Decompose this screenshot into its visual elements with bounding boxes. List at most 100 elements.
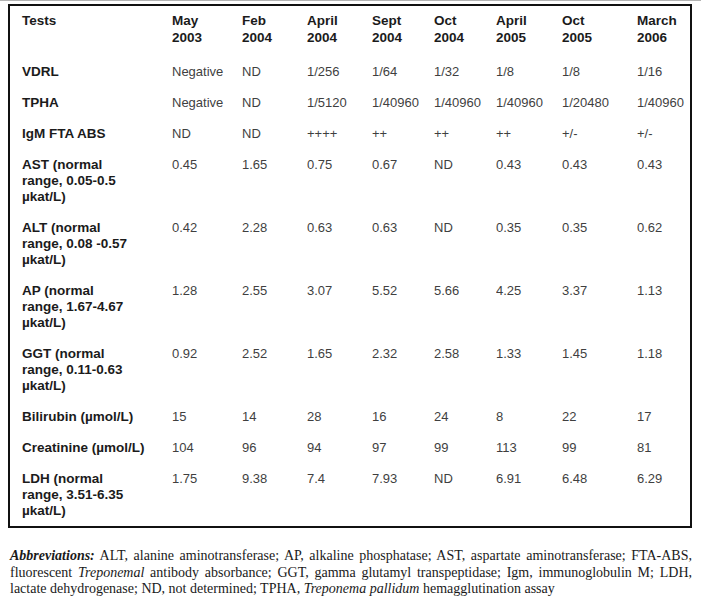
abbreviations-footnote: Abbreviations: ALT, alanine aminotransfe…	[10, 548, 692, 598]
cell-value: Negative	[172, 56, 242, 87]
cell-value: 1/8	[496, 56, 562, 87]
row-label: ALT (normal range, 0.08 -0.57 µkat/L)	[10, 212, 172, 275]
cell-value: 99	[434, 432, 496, 463]
table-row: GGT (normal range, 0.11-0.63 µkat/L)0.92…	[10, 338, 690, 401]
cell-value: 94	[307, 432, 372, 463]
cell-value: 0.43	[562, 149, 637, 212]
date-column-header: April 2004	[307, 6, 372, 56]
cell-value: 5.66	[434, 275, 496, 338]
cell-value: 17	[637, 401, 690, 432]
cell-value: ++	[372, 118, 434, 149]
row-label: Creatinine (µmol/L)	[10, 432, 172, 463]
cell-value: ND	[242, 118, 307, 149]
date-column-header: Oct 2005	[562, 6, 637, 56]
cell-value: 6.48	[562, 463, 637, 526]
cell-value: 14	[242, 401, 307, 432]
cell-value: 1/16	[637, 56, 690, 87]
cell-value: 0.67	[372, 149, 434, 212]
row-label: AP (normal range, 1.67-4.67 µkat/L)	[10, 275, 172, 338]
cell-value: 0.35	[562, 212, 637, 275]
cell-value: 0.63	[372, 212, 434, 275]
cell-value: 113	[496, 432, 562, 463]
cell-value: 1.65	[242, 149, 307, 212]
cell-value: 4.25	[496, 275, 562, 338]
cell-value: Negative	[172, 87, 242, 118]
cell-value: 3.37	[562, 275, 637, 338]
cell-value: 1/40960	[637, 87, 690, 118]
cell-value: 6.29	[637, 463, 690, 526]
cell-value: ++	[434, 118, 496, 149]
cell-value: 24	[434, 401, 496, 432]
cell-value: 0.62	[637, 212, 690, 275]
table-row: AP (normal range, 1.67-4.67 µkat/L)1.282…	[10, 275, 690, 338]
table-row: IgM FTA ABSNDND+++++++++++/-+/-	[10, 118, 690, 149]
cell-value: 0.42	[172, 212, 242, 275]
header-row: TestsMay 2003Feb 2004April 2004Sept 2004…	[10, 6, 690, 56]
cell-value: 0.35	[496, 212, 562, 275]
table-row: TPHANegativeND1/51201/409601/409601/4096…	[10, 87, 690, 118]
cell-value: ND	[434, 212, 496, 275]
results-table-body: VDRLNegativeND1/2561/641/321/81/81/16TPH…	[10, 56, 690, 526]
cell-value: 2.28	[242, 212, 307, 275]
cell-value: 0.75	[307, 149, 372, 212]
cell-value: 1/32	[434, 56, 496, 87]
cell-value: 104	[172, 432, 242, 463]
date-column-header: April 2005	[496, 6, 562, 56]
cell-value: 1.18	[637, 338, 690, 401]
cell-value: ++++	[307, 118, 372, 149]
cell-value: 7.4	[307, 463, 372, 526]
cell-value: ND	[242, 87, 307, 118]
cell-value: 2.58	[434, 338, 496, 401]
row-label: Bilirubin (µmol/L)	[10, 401, 172, 432]
cell-value: 1/20480	[562, 87, 637, 118]
tests-column-header: Tests	[10, 6, 172, 56]
row-label: GGT (normal range, 0.11-0.63 µkat/L)	[10, 338, 172, 401]
table-row: VDRLNegativeND1/2561/641/321/81/81/16	[10, 56, 690, 87]
cell-value: 1.45	[562, 338, 637, 401]
cell-value: 1/40960	[434, 87, 496, 118]
results-table-border: TestsMay 2003Feb 2004April 2004Sept 2004…	[8, 4, 692, 528]
cell-value: 97	[372, 432, 434, 463]
date-column-header: May 2003	[172, 6, 242, 56]
table-row: AST (normal range, 0.05-0.5 µkat/L)0.451…	[10, 149, 690, 212]
row-label: LDH (normal range, 3.51-6.35 µkat/L)	[10, 463, 172, 526]
cell-value: ND	[434, 149, 496, 212]
cell-value: 81	[637, 432, 690, 463]
cell-value: 9.38	[242, 463, 307, 526]
table-row: ALT (normal range, 0.08 -0.57 µkat/L)0.4…	[10, 212, 690, 275]
cell-value: 0.45	[172, 149, 242, 212]
cell-value: 2.55	[242, 275, 307, 338]
cell-value: 1/8	[562, 56, 637, 87]
cell-value: 1.28	[172, 275, 242, 338]
abbreviations-label: Abbreviations:	[10, 548, 95, 563]
cell-value: 28	[307, 401, 372, 432]
cell-value: +/-	[637, 118, 690, 149]
cell-value: 16	[372, 401, 434, 432]
cell-value: 6.91	[496, 463, 562, 526]
footnote-text-segment: hemagglutination assay	[419, 581, 554, 596]
cell-value: 1/40960	[496, 87, 562, 118]
cell-value: ND	[434, 463, 496, 526]
cell-value: 0.43	[496, 149, 562, 212]
footnote-text-segment: Treponema pallidum	[304, 581, 420, 596]
cell-value: 1.13	[637, 275, 690, 338]
footnote-text-segment: Treponemal	[78, 565, 144, 580]
table-row: Bilirubin (µmol/L)151428162482217	[10, 401, 690, 432]
scan-edge-hairline	[0, 0, 701, 1]
date-column-header: Sept 2004	[372, 6, 434, 56]
cell-value: ND	[242, 56, 307, 87]
cell-value: 1.75	[172, 463, 242, 526]
row-label: TPHA	[10, 87, 172, 118]
cell-value: 1/40960	[372, 87, 434, 118]
cell-value: 1.33	[496, 338, 562, 401]
cell-value: 1/256	[307, 56, 372, 87]
cell-value: 1/5120	[307, 87, 372, 118]
date-column-header: March 2006	[637, 6, 690, 56]
cell-value: 7.93	[372, 463, 434, 526]
table-row: LDH (normal range, 3.51-6.35 µkat/L)1.75…	[10, 463, 690, 526]
cell-value: 8	[496, 401, 562, 432]
cell-value: 1.65	[307, 338, 372, 401]
cell-value: 96	[242, 432, 307, 463]
cell-value: 99	[562, 432, 637, 463]
row-label: AST (normal range, 0.05-0.5 µkat/L)	[10, 149, 172, 212]
